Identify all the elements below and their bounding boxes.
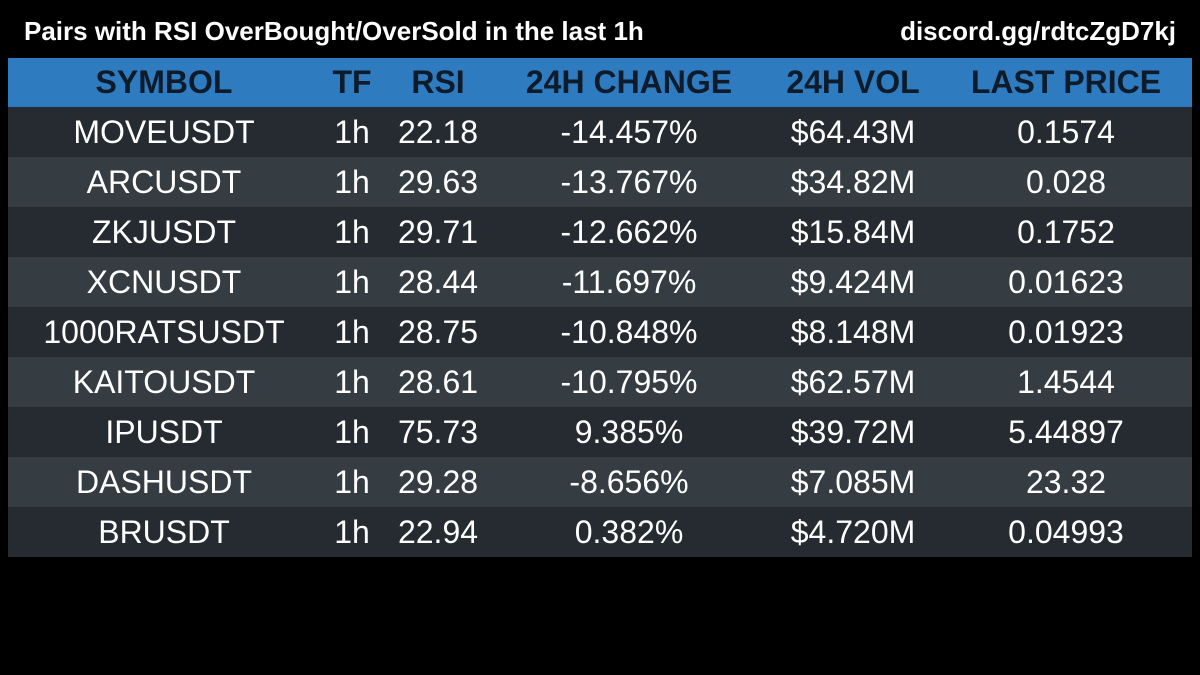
table-header-row: SYMBOL TF RSI 24H CHANGE 24H VOL LAST PR… [8,58,1192,107]
change-cell: -8.656% [569,463,689,500]
column-header-24h-vol: 24H VOL [786,64,920,100]
tf-cell: 1h [334,363,370,400]
volume-cell: $64.43M [790,113,916,150]
discord-link[interactable]: discord.gg/rdtcZgD7kj [900,16,1176,46]
change-cell: -10.848% [560,313,698,350]
table-row: KAITOUSDT 1h 28.61 -10.795% $62.57M 1.45… [8,357,1192,407]
volume-cell: $9.424M [790,263,916,300]
last-price-cell: 0.04993 [1008,513,1124,550]
symbol-cell: BRUSDT [98,513,230,550]
rsi-cell: 28.75 [397,313,479,350]
change-cell: -13.767% [560,163,698,200]
symbol-cell: XCNUSDT [86,263,242,300]
tf-cell: 1h [334,113,370,150]
volume-cell: $39.72M [790,413,916,450]
table-row: ARCUSDT 1h 29.63 -13.767% $34.82M 0.028 [8,157,1192,207]
tf-cell: 1h [334,463,370,500]
last-price-cell: 0.1574 [1017,113,1115,150]
table-row: DASHUSDT 1h 29.28 -8.656% $7.085M 23.32 [8,457,1192,507]
volume-cell: $34.82M [790,163,916,200]
symbol-cell: 1000RATSUSDT [43,313,285,350]
tf-cell: 1h [334,163,370,200]
change-cell: 0.382% [574,513,684,550]
last-price-cell: 5.44897 [1008,413,1124,450]
change-cell: 9.385% [574,413,684,450]
rsi-table: SYMBOL TF RSI 24H CHANGE 24H VOL LAST PR… [8,58,1192,557]
rsi-cell: 29.71 [397,213,479,250]
tf-cell: 1h [334,513,370,550]
last-price-cell: 0.01623 [1008,263,1124,300]
volume-cell: $62.57M [790,363,916,400]
rsi-cell: 28.61 [397,363,479,400]
change-cell: -12.662% [560,213,698,250]
change-cell: -14.457% [560,113,698,150]
table-row: XCNUSDT 1h 28.44 -11.697% $9.424M 0.0162… [8,257,1192,307]
column-header-24h-change: 24H CHANGE [525,64,733,100]
rsi-cell: 29.28 [397,463,479,500]
change-cell: -10.795% [560,363,698,400]
volume-cell: $4.720M [790,513,916,550]
symbol-cell: DASHUSDT [75,463,252,500]
volume-cell: $15.84M [790,213,916,250]
rsi-cell: 22.94 [397,513,479,550]
change-cell: -11.697% [561,263,697,300]
symbol-cell: ARCUSDT [86,163,242,200]
rsi-cell: 75.73 [397,413,479,450]
tf-cell: 1h [334,263,370,300]
page-title: Pairs with RSI OverBought/OverSold in th… [24,16,644,46]
rsi-cell: 28.44 [397,263,479,300]
last-price-cell: 0.1752 [1017,213,1115,250]
table-row: MOVEUSDT 1h 22.18 -14.457% $64.43M 0.157… [8,107,1192,157]
tf-cell: 1h [334,213,370,250]
column-header-symbol: SYMBOL [95,64,233,100]
volume-cell: $8.148M [790,313,916,350]
table-row: IPUSDT 1h 75.73 9.385% $39.72M 5.44897 [8,407,1192,457]
last-price-cell: 0.01923 [1008,313,1124,350]
tf-cell: 1h [334,313,370,350]
table-row: ZKJUSDT 1h 29.71 -12.662% $15.84M 0.1752 [8,207,1192,257]
symbol-cell: ZKJUSDT [92,213,236,250]
symbol-cell: KAITOUSDT [72,363,256,400]
rsi-cell: 22.18 [397,113,479,150]
symbol-cell: IPUSDT [105,413,223,450]
column-header-last-price: LAST PRICE [970,64,1162,100]
tf-cell: 1h [334,413,370,450]
symbol-cell: MOVEUSDT [73,113,255,150]
table-row: 1000RATSUSDT 1h 28.75 -10.848% $8.148M 0… [8,307,1192,357]
rsi-cell: 29.63 [397,163,479,200]
column-header-rsi: RSI [411,64,465,100]
volume-cell: $7.085M [790,463,916,500]
table-row: BRUSDT 1h 22.94 0.382% $4.720M 0.04993 [8,507,1192,557]
last-price-cell: 1.4544 [1017,363,1115,400]
last-price-cell: 0.028 [1025,163,1107,200]
last-price-cell: 23.32 [1025,463,1107,500]
column-header-tf: TF [332,64,372,100]
